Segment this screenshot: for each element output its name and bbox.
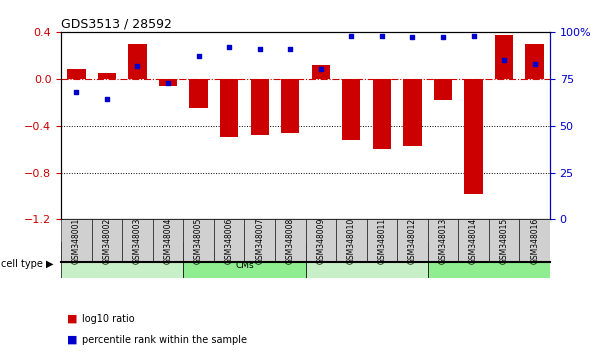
Bar xyxy=(434,79,452,100)
Bar xyxy=(428,242,550,278)
Text: ▶: ▶ xyxy=(46,259,53,269)
Point xyxy=(255,46,265,52)
Bar xyxy=(367,219,397,262)
Point xyxy=(377,33,387,39)
Text: GSM348005: GSM348005 xyxy=(194,217,203,264)
Bar xyxy=(220,79,238,137)
Bar xyxy=(189,79,208,108)
Text: GSM348008: GSM348008 xyxy=(286,218,295,264)
Point xyxy=(408,35,417,40)
Bar xyxy=(428,219,458,262)
Text: GSM348004: GSM348004 xyxy=(164,217,172,264)
Text: GSM348007: GSM348007 xyxy=(255,217,264,264)
Bar xyxy=(306,242,428,278)
Bar xyxy=(61,242,183,278)
Text: GSM348016: GSM348016 xyxy=(530,218,539,264)
Bar xyxy=(495,35,513,79)
Point xyxy=(346,33,356,39)
Text: embryoid bodies w/ beating
CMs: embryoid bodies w/ beating CMs xyxy=(181,251,308,270)
Text: CMs from fetal hearts: CMs from fetal hearts xyxy=(440,256,538,265)
Bar xyxy=(489,219,519,262)
Bar xyxy=(183,219,214,262)
Text: GSM348010: GSM348010 xyxy=(347,218,356,264)
Text: GSM348002: GSM348002 xyxy=(103,218,111,264)
Text: GDS3513 / 28592: GDS3513 / 28592 xyxy=(61,18,172,31)
Point xyxy=(285,46,295,52)
Bar xyxy=(98,73,116,79)
Text: GSM348014: GSM348014 xyxy=(469,218,478,264)
Bar xyxy=(61,219,92,262)
Bar xyxy=(153,219,183,262)
Text: log10 ratio: log10 ratio xyxy=(82,314,135,324)
Bar xyxy=(458,219,489,262)
Bar xyxy=(525,44,544,79)
Bar xyxy=(306,219,336,262)
Bar xyxy=(128,44,147,79)
Text: ■: ■ xyxy=(67,335,78,345)
Bar xyxy=(183,242,306,278)
Text: GSM348015: GSM348015 xyxy=(500,218,508,264)
Text: cell type: cell type xyxy=(1,259,43,269)
Point xyxy=(469,33,478,39)
Bar xyxy=(67,69,86,79)
Point xyxy=(163,80,173,85)
Text: GSM348001: GSM348001 xyxy=(72,218,81,264)
Bar xyxy=(403,79,422,145)
Bar xyxy=(275,219,306,262)
Bar xyxy=(214,219,244,262)
Bar xyxy=(281,79,299,133)
Bar xyxy=(464,79,483,194)
Point xyxy=(133,63,142,68)
Bar xyxy=(244,219,275,262)
Point xyxy=(102,97,112,102)
Text: percentile rank within the sample: percentile rank within the sample xyxy=(82,335,247,345)
Bar xyxy=(342,79,360,140)
Text: GSM348011: GSM348011 xyxy=(378,218,386,264)
Bar xyxy=(312,65,330,79)
Bar xyxy=(92,219,122,262)
Point xyxy=(316,67,326,72)
Point xyxy=(194,53,203,59)
Point xyxy=(224,44,234,50)
Bar xyxy=(397,219,428,262)
Bar xyxy=(519,219,550,262)
Bar xyxy=(251,79,269,135)
Point xyxy=(71,89,81,95)
Text: ■: ■ xyxy=(67,314,78,324)
Bar xyxy=(373,79,391,149)
Text: ESCs: ESCs xyxy=(111,256,133,265)
Text: GSM348013: GSM348013 xyxy=(439,218,447,264)
Bar xyxy=(336,219,367,262)
Text: GSM348012: GSM348012 xyxy=(408,218,417,264)
Text: CMs from ESCs: CMs from ESCs xyxy=(333,256,400,265)
Point xyxy=(499,57,509,63)
Text: GSM348003: GSM348003 xyxy=(133,217,142,264)
Point xyxy=(438,35,448,40)
Point xyxy=(530,61,540,67)
Bar xyxy=(159,79,177,86)
Bar xyxy=(122,219,153,262)
Text: GSM348006: GSM348006 xyxy=(225,217,233,264)
Text: GSM348009: GSM348009 xyxy=(316,217,325,264)
